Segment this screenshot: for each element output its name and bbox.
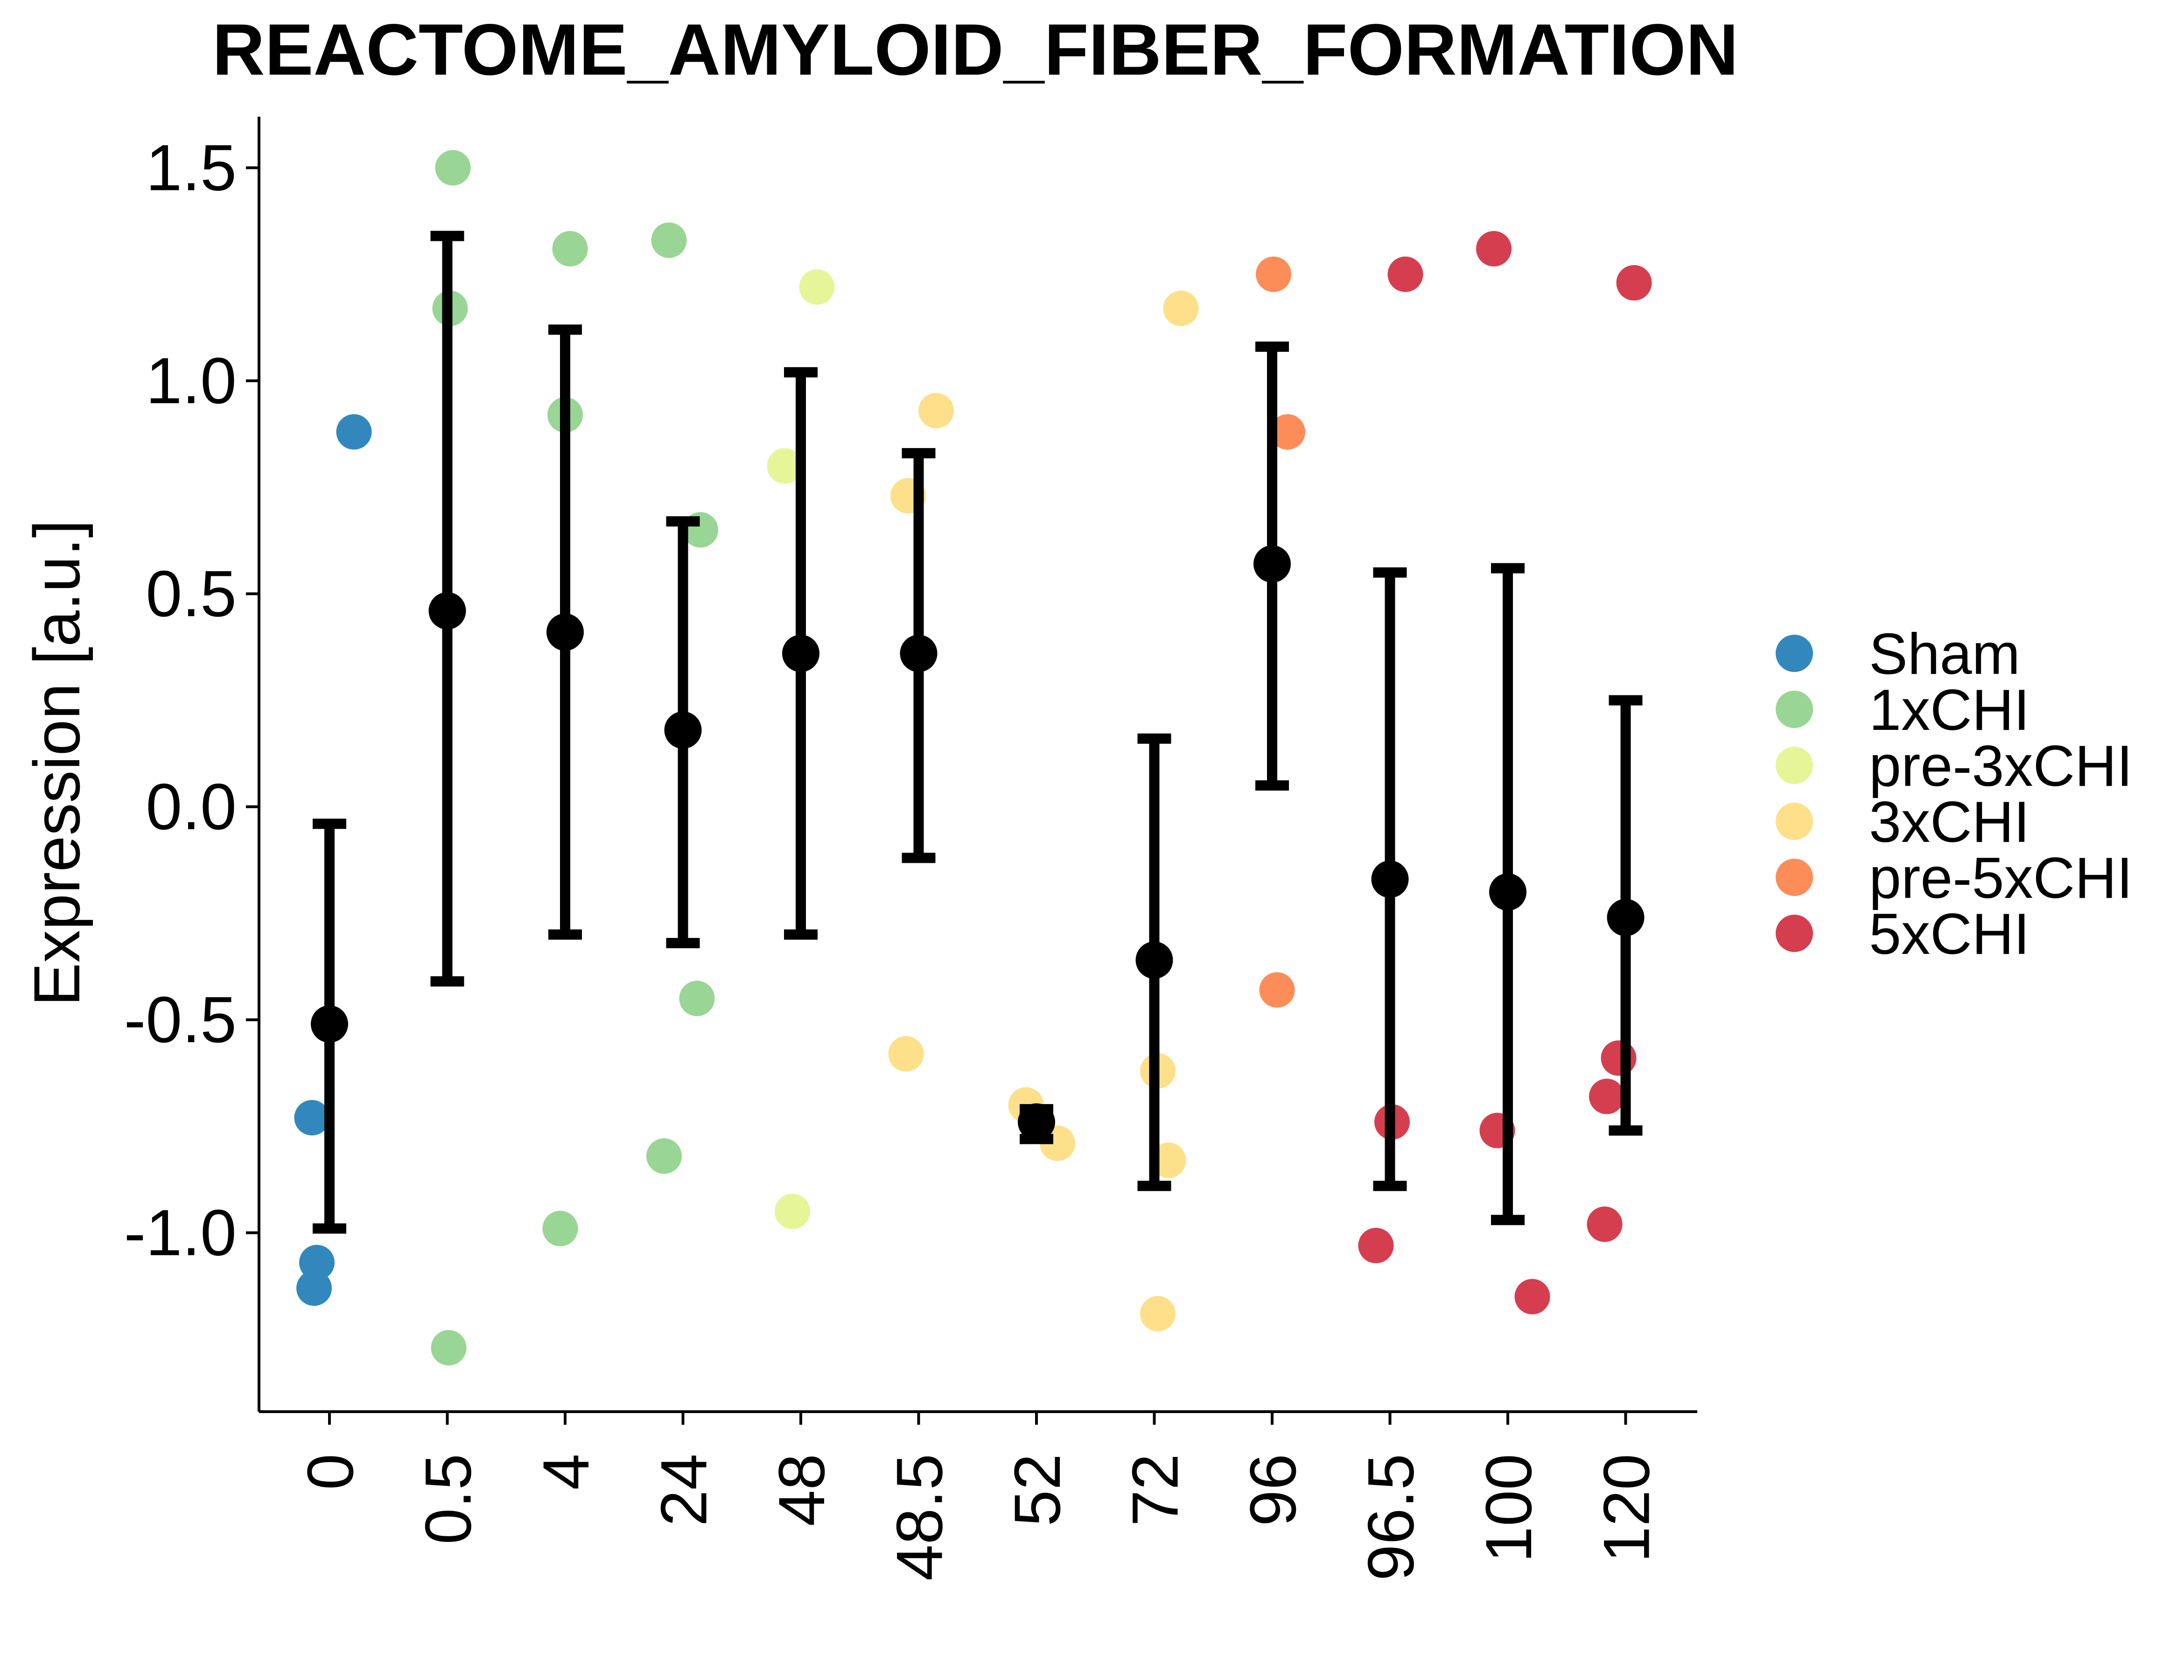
data-point bbox=[888, 1036, 924, 1072]
legend-swatch bbox=[1776, 747, 1813, 784]
mean-point bbox=[664, 711, 702, 749]
data-point bbox=[646, 1138, 682, 1174]
data-point bbox=[542, 1211, 578, 1246]
data-point bbox=[918, 392, 954, 428]
x-tick-label: 0 bbox=[294, 1454, 367, 1490]
mean-point bbox=[1371, 860, 1409, 898]
data-point bbox=[336, 414, 372, 450]
data-point bbox=[1259, 972, 1295, 1008]
mean-point bbox=[1135, 941, 1173, 979]
data-points bbox=[294, 150, 1652, 1366]
y-axis-title: Expression [a.u.] bbox=[20, 520, 93, 1007]
mean-point bbox=[1253, 545, 1291, 583]
x-tick-label: 48.5 bbox=[883, 1454, 956, 1581]
legend-label: pre-3xCHI bbox=[1869, 734, 2133, 798]
data-point bbox=[1270, 414, 1305, 450]
data-point bbox=[1163, 290, 1199, 326]
x-tick-label: 24 bbox=[647, 1454, 721, 1526]
data-point bbox=[1476, 231, 1512, 266]
x-axis: 0 0.5 4 24 48 48.5 52 72 96 96.5 100 120 bbox=[294, 1412, 1663, 1581]
y-axis: 1.5 1.0 0.5 0.0 -0.5 -1.0 bbox=[124, 131, 259, 1269]
data-point bbox=[1358, 1227, 1394, 1263]
plot-area: 1.5 1.0 0.5 0.0 -0.5 -1.0 0 0.5 4 24 48 48.5 52 72 96… bbox=[20, 117, 1697, 1581]
mean-point bbox=[311, 1005, 348, 1043]
y-tick-label: 0.0 bbox=[146, 770, 237, 843]
data-point bbox=[435, 150, 471, 186]
data-point bbox=[1256, 256, 1291, 292]
legend-label: pre-5xCHI bbox=[1869, 846, 2133, 910]
legend-swatch bbox=[1776, 915, 1813, 952]
legend-label: 1xCHI bbox=[1869, 678, 2030, 742]
data-point bbox=[1387, 256, 1423, 292]
data-point bbox=[799, 269, 835, 305]
x-tick-label: 48 bbox=[765, 1454, 838, 1526]
y-tick-label: -1.0 bbox=[124, 1196, 237, 1269]
data-point bbox=[775, 1193, 810, 1229]
legend-swatch bbox=[1776, 635, 1813, 672]
data-point bbox=[1587, 1206, 1623, 1242]
data-point bbox=[431, 1330, 467, 1366]
data-point bbox=[679, 980, 715, 1016]
mean-point bbox=[1018, 1103, 1055, 1141]
mean-point bbox=[1489, 873, 1526, 911]
y-tick-label: -0.5 bbox=[124, 983, 237, 1056]
x-tick-label: 4 bbox=[529, 1454, 602, 1490]
x-tick-label: 52 bbox=[1001, 1454, 1074, 1526]
legend-swatch bbox=[1776, 803, 1813, 840]
data-point bbox=[651, 222, 687, 258]
mean-point bbox=[546, 613, 584, 651]
legend-label: 3xCHI bbox=[1869, 790, 2030, 854]
x-tick-label: 0.5 bbox=[412, 1454, 485, 1545]
data-point bbox=[767, 448, 803, 484]
data-point bbox=[1140, 1296, 1176, 1332]
data-point bbox=[1589, 1078, 1624, 1114]
x-tick-label: 96 bbox=[1236, 1454, 1309, 1526]
data-point bbox=[296, 1270, 332, 1306]
legend-label: Sham bbox=[1869, 622, 2020, 686]
data-point bbox=[1601, 1040, 1637, 1076]
mean-point bbox=[900, 635, 938, 672]
legend-swatch bbox=[1776, 859, 1813, 896]
mean-point bbox=[782, 635, 819, 672]
y-tick-label: 1.0 bbox=[146, 344, 237, 417]
data-point bbox=[1514, 1279, 1550, 1315]
mean-point bbox=[428, 592, 466, 630]
mean-point bbox=[1607, 899, 1645, 937]
x-tick-label: 120 bbox=[1590, 1454, 1663, 1563]
x-tick-label: 96.5 bbox=[1354, 1454, 1428, 1581]
y-tick-label: 0.5 bbox=[146, 557, 237, 630]
x-tick-label: 72 bbox=[1119, 1454, 1192, 1526]
legend-swatch bbox=[1776, 691, 1813, 728]
summary-markers bbox=[311, 231, 1645, 1234]
data-point bbox=[294, 1100, 330, 1136]
x-tick-label: 100 bbox=[1472, 1454, 1545, 1563]
data-point bbox=[299, 1245, 335, 1281]
data-point bbox=[552, 231, 588, 266]
data-point bbox=[1616, 265, 1652, 301]
y-tick-label: 1.5 bbox=[146, 131, 237, 204]
chart-title: REACTOME_AMYLOID_FIBER_FORMATION bbox=[212, 9, 1738, 91]
legend-label: 5xCHI bbox=[1869, 902, 2030, 966]
